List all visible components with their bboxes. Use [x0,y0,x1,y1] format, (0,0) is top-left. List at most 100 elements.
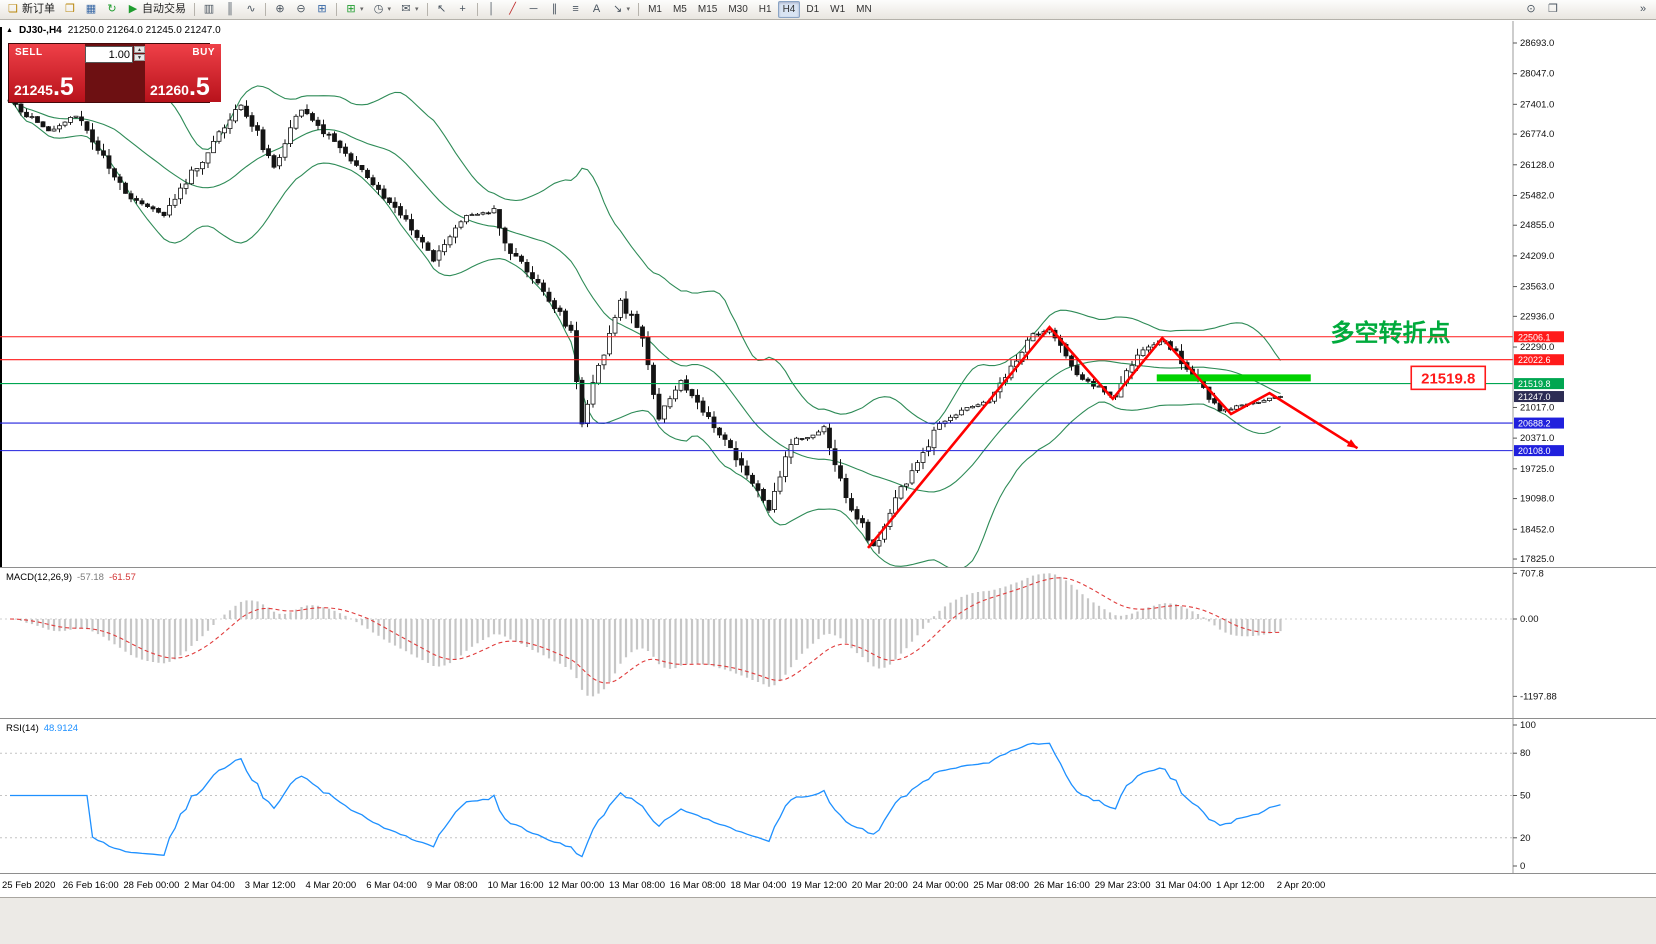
channel-button[interactable]: ∥ [545,1,565,18]
price-tick-label: 20371.0 [1520,433,1554,444]
rsi-tick-label: 80 [1520,748,1531,759]
rsi-tick-label: 20 [1520,833,1531,844]
symbol-search-button[interactable]: ⊙ [1521,1,1541,18]
price-badge-text: 22022.6 [1518,355,1551,365]
volume-up-button[interactable]: ▲ [134,46,145,53]
time-label: 25 Mar 08:00 [973,880,1030,891]
cursor-button[interactable]: ↖ [432,1,452,18]
price-chart[interactable]: 多空转折点 21519.8 28693.0 28047.0 27401.0 26774.0… [0,21,1656,567]
vertical-line-button[interactable]: │ [482,1,502,18]
text-tool-button[interactable]: A [587,1,607,18]
candlestick-icon: ║ [226,3,234,15]
chevron-down-icon: ▾ [360,6,364,13]
new-chart-button[interactable]: ⊞ ▾ [341,1,368,18]
candlestick-chart-button[interactable]: ║ [220,1,240,18]
new-window-button[interactable]: ❐ [1543,1,1563,18]
buy-price: 21260.5 [150,73,210,101]
arrows-button[interactable]: ↘ ▾ [608,1,635,18]
time-label: 24 Mar 00:00 [912,880,969,891]
time-label: 20 Mar 20:00 [851,880,908,891]
zoom-in-button[interactable]: ⊕ [270,1,290,18]
timeframe-W1[interactable]: W1 [825,1,850,18]
timeframe-H4[interactable]: H4 [777,1,801,18]
trend-zigzag-line[interactable] [866,325,1359,549]
rsi-value: 48.9124 [43,723,79,734]
buy-button[interactable]: BUY 21260.5 [145,44,221,102]
turning-point-label[interactable]: 多空转折点 [1331,319,1451,347]
candles [7,99,1283,554]
timeframe-M1[interactable]: M1 [643,1,667,18]
price-badge [1514,378,1564,390]
text-tool-icon: A [592,3,601,15]
rsi-panel[interactable]: 100 80 50 20 0 [0,719,1656,873]
template-button[interactable]: ✉ ▾ [396,1,423,18]
volume-input[interactable] [85,46,133,63]
grid-button[interactable]: ⊞ [312,1,332,18]
price-tick-label: 25482.0 [1520,190,1554,201]
chart-title: ▲ DJ30-,H4 21250.0 21264.0 21245.0 21247… [6,25,221,36]
time-label: 19 Mar 12:00 [791,880,848,891]
line-chart-button[interactable]: ∿ [241,1,261,18]
timeframe-MN[interactable]: MN [851,1,877,18]
period-button[interactable]: ◷ ▾ [369,1,396,18]
bollinger-middle [9,100,1281,493]
refresh-icon: ↻ [107,3,117,15]
trendline-icon: ╱ [509,3,516,15]
bar-chart-button[interactable]: ▥ [199,1,219,18]
price-callout-box[interactable] [1410,365,1487,391]
sell-price: 21245.5 [14,73,74,101]
crosshair-button[interactable]: + [453,1,473,18]
time-label: 13 Mar 08:00 [609,880,665,891]
refresh-button[interactable]: ↻ [102,1,122,18]
new-order-button[interactable]: ❏ 新订单 [3,1,59,18]
fibonacci-button[interactable]: ≡ [566,1,586,18]
toolbar-more-button[interactable]: » [1633,1,1653,18]
zoom-out-button[interactable]: ⊖ [291,1,311,18]
profiles-button[interactable]: ❒ [60,1,80,18]
template-icon: ✉ [401,3,411,15]
channel-icon: ∥ [551,3,558,15]
charts-button[interactable]: ▦ [81,1,101,18]
volume-down-button[interactable]: ▼ [134,54,145,61]
timeframe-M15[interactable]: M15 [693,1,722,18]
price-badge [1514,354,1564,366]
time-label: 12 Mar 00:00 [548,880,605,891]
macd-tick-label: 707.8 [1520,568,1544,579]
toolbar-separator [638,3,640,16]
horizontal-line-button[interactable]: ─ [524,1,544,18]
autotrade-icon: ▶ [128,3,138,15]
panel-separator[interactable] [0,718,1656,719]
timeframe-M5[interactable]: M5 [668,1,692,18]
new-chart-icon: ⊞ [346,3,356,15]
panel-separator[interactable] [0,567,1656,568]
time-axis[interactable]: 25 Feb 2020 26 Feb 16:00 28 Feb 00:00 2 Mar… [0,874,1656,896]
panel-separator[interactable] [0,873,1656,874]
autotrade-button[interactable]: ▶ 自动交易 [123,1,190,18]
time-label: 18 Mar 04:00 [730,880,787,891]
time-label: 4 Mar 20:00 [305,880,357,891]
collapse-marker-icon[interactable]: ▲ [6,27,13,34]
timeframe-M30[interactable]: M30 [723,1,752,18]
buy-label: BUY [192,47,215,58]
charts-icon: ▦ [85,3,97,15]
chevron-down-icon: ▾ [415,6,419,13]
price-tick-label: 28047.0 [1520,69,1554,80]
time-label: 3 Mar 12:00 [244,880,296,891]
one-click-trading-panel: SELL 21245.5 ▲ ▼ BUY 21260.5 [8,43,221,103]
sell-button[interactable]: SELL 21245.5 [9,44,85,102]
rsi-tick-label: 50 [1520,791,1531,802]
timeframe-H1[interactable]: H1 [754,1,777,18]
time-label: 29 Mar 23:00 [1094,880,1151,891]
volume-control: ▲ ▼ [85,44,145,102]
chevron-down-icon: ▾ [387,6,392,13]
profiles-icon: ❒ [65,3,75,15]
time-label: 16 Mar 08:00 [669,880,726,891]
timeframe-D1[interactable]: D1 [801,1,824,18]
macd-panel[interactable]: 707.8 0.00 -1197.88 [0,568,1656,718]
price-badge [1514,391,1564,403]
trendline-button[interactable]: ╱ [503,1,523,18]
sell-label: SELL [15,47,43,58]
macd-signal-value: -61.57 [108,572,136,583]
toolbar-separator [265,3,266,16]
price-tick-label: 17825.0 [1520,554,1554,565]
